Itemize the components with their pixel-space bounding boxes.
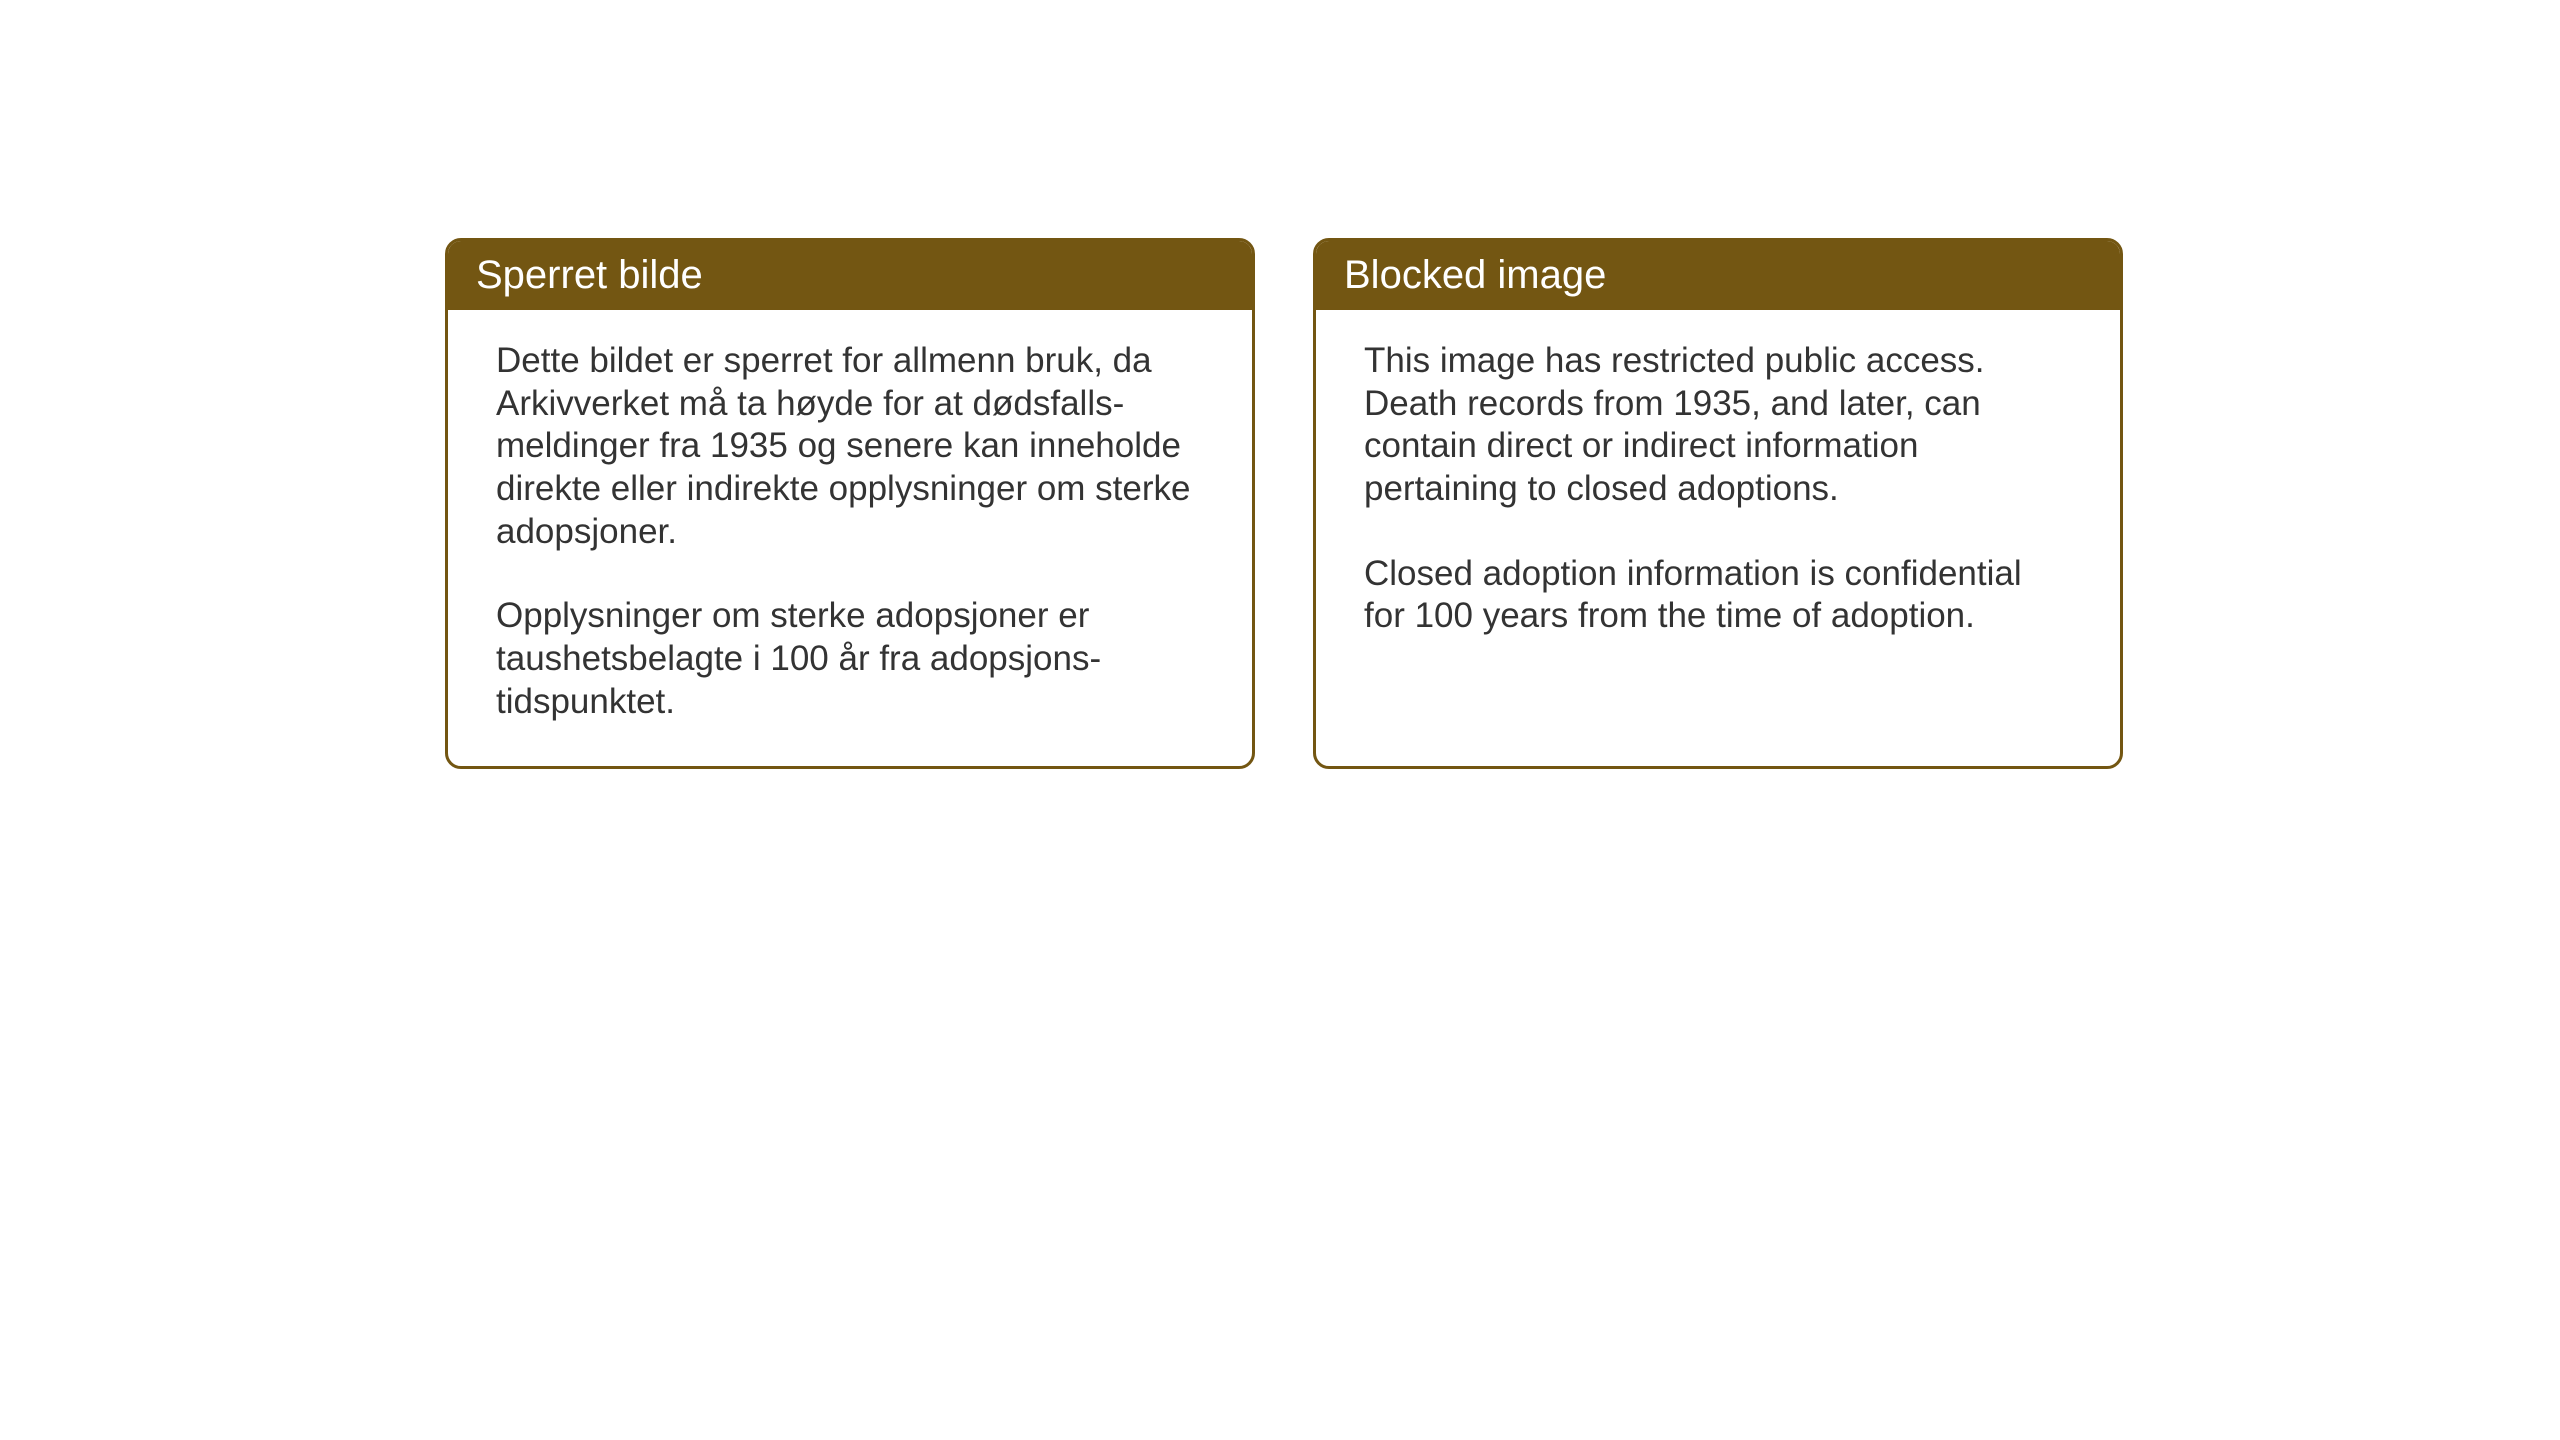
card-header-english: Blocked image — [1316, 241, 2120, 310]
paragraph-norwegian-1: Dette bildet er sperret for allmenn bruk… — [496, 340, 1204, 553]
card-body-norwegian: Dette bildet er sperret for allmenn bruk… — [448, 310, 1252, 766]
card-header-norwegian: Sperret bilde — [448, 241, 1252, 310]
cards-container: Sperret bilde Dette bildet er sperret fo… — [445, 238, 2123, 769]
paragraph-english-2: Closed adoption information is confident… — [1364, 553, 2072, 638]
card-norwegian: Sperret bilde Dette bildet er sperret fo… — [445, 238, 1255, 769]
card-title-norwegian: Sperret bilde — [476, 253, 703, 297]
card-title-english: Blocked image — [1344, 253, 1606, 297]
card-english: Blocked image This image has restricted … — [1313, 238, 2123, 769]
paragraph-english-1: This image has restricted public access.… — [1364, 340, 2072, 511]
card-body-english: This image has restricted public access.… — [1316, 310, 2120, 680]
paragraph-norwegian-2: Opplysninger om sterke adopsjoner er tau… — [496, 595, 1204, 723]
